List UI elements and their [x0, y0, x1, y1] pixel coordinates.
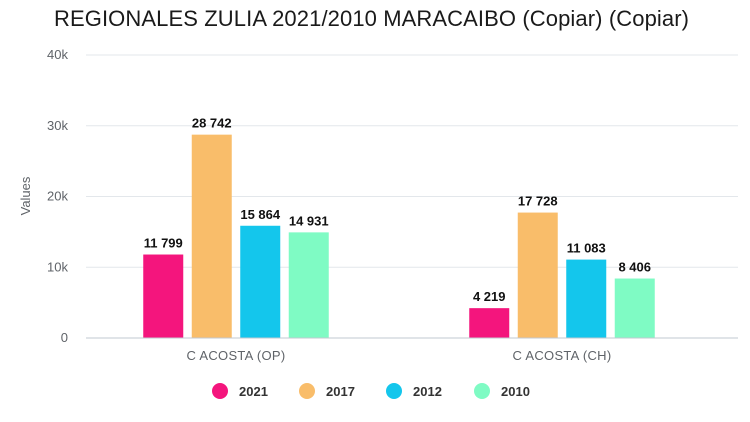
data-label: 15 864 — [240, 207, 281, 222]
y-axis-ticks: 0 10k 20k 30k 40k — [47, 47, 68, 345]
legend-label: 2010 — [501, 384, 530, 399]
x-category-label: C ACOSTA (OP) — [186, 348, 285, 363]
y-tick-label: 10k — [47, 259, 68, 274]
data-label: 17 728 — [518, 194, 558, 209]
bar-2012-0 — [240, 225, 281, 338]
bars — [143, 134, 655, 338]
data-label: 8 406 — [618, 260, 651, 275]
bar-2017-1 — [517, 212, 558, 338]
data-label: 28 742 — [192, 116, 232, 131]
bar-2021-0 — [143, 254, 184, 338]
legend-swatch-2017 — [299, 383, 315, 399]
y-axis-label: Values — [18, 176, 33, 215]
legend: 2021 2017 2012 2010 — [212, 383, 530, 399]
data-label: 11 083 — [567, 241, 606, 256]
x-axis-categories: C ACOSTA (OP) C ACOSTA (CH) — [186, 348, 611, 363]
data-label: 4 219 — [473, 289, 506, 304]
legend-swatch-2021 — [212, 383, 228, 399]
legend-swatch-2010 — [474, 383, 490, 399]
legend-label: 2012 — [413, 384, 442, 399]
data-labels: 11 799 28 742 15 864 14 931 4 219 17 728 11 08… — [144, 116, 651, 305]
grid-lines — [86, 54, 738, 268]
legend-swatch-2012 — [386, 383, 402, 399]
legend-label: 2017 — [326, 384, 355, 399]
data-label: 11 799 — [144, 236, 183, 251]
bar-2010-1 — [614, 278, 655, 338]
bar-2012-1 — [566, 259, 607, 338]
y-tick-label: 30k — [47, 118, 68, 133]
y-tick-label: 40k — [47, 47, 68, 62]
bar-2021-1 — [469, 308, 510, 338]
legend-label: 2021 — [239, 384, 268, 399]
bar-2010-0 — [288, 232, 329, 338]
y-tick-label: 20k — [47, 189, 68, 204]
data-label: 14 931 — [289, 213, 329, 228]
x-category-label: C ACOSTA (CH) — [512, 348, 611, 363]
bar-2017-0 — [191, 134, 232, 338]
chart-title: REGIONALES ZULIA 2021/2010 MARACAIBO (Co… — [54, 6, 690, 31]
y-tick-label: 0 — [61, 330, 68, 345]
